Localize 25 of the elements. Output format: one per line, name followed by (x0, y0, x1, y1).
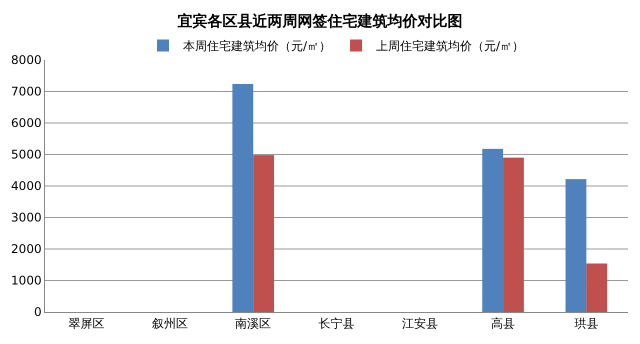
x-tick-label: 长宁县 (318, 316, 354, 330)
bar (503, 158, 524, 312)
x-tick-label: 南溪区 (235, 316, 272, 330)
y-tick-label: 4000 (11, 179, 42, 194)
y-tick-label: 6000 (11, 116, 42, 130)
bar (253, 155, 274, 312)
y-tick-label: 0 (34, 305, 42, 320)
y-tick-label: 7000 (11, 84, 42, 99)
x-tick-label: 翠屏区 (68, 316, 105, 330)
legend-label: 上周住宅建筑均价（元/㎡） (376, 39, 524, 54)
bar (566, 179, 586, 312)
bar (586, 263, 608, 312)
y-tick-label: 1000 (11, 274, 42, 288)
y-tick-label: 3000 (11, 210, 42, 225)
x-tick-label: 高县 (491, 316, 516, 330)
legend-label: 本周住宅建筑均价（元/㎡） (183, 39, 332, 54)
x-tick-label: 江安县 (402, 316, 438, 330)
bar (482, 148, 504, 312)
y-tick-label: 5000 (11, 148, 42, 162)
y-tick-label: 8000 (11, 53, 42, 68)
x-tick-label: 珙县 (574, 316, 598, 330)
bar (232, 84, 254, 312)
chart-title: 宜宾各区县近两周网签住宅建筑均价对比图 (178, 12, 462, 30)
y-tick-label: 2000 (11, 242, 42, 256)
x-tick-label: 叙州区 (152, 316, 188, 330)
